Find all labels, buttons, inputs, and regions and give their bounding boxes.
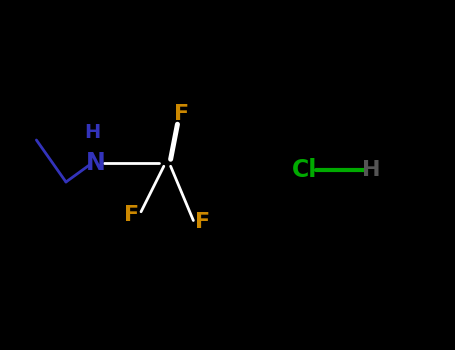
Text: H: H [84, 124, 100, 142]
Text: F: F [124, 205, 140, 225]
Text: Cl: Cl [292, 158, 318, 182]
Text: F: F [174, 104, 190, 124]
Text: H: H [362, 160, 380, 180]
Text: N: N [86, 151, 106, 175]
Text: F: F [195, 212, 210, 232]
